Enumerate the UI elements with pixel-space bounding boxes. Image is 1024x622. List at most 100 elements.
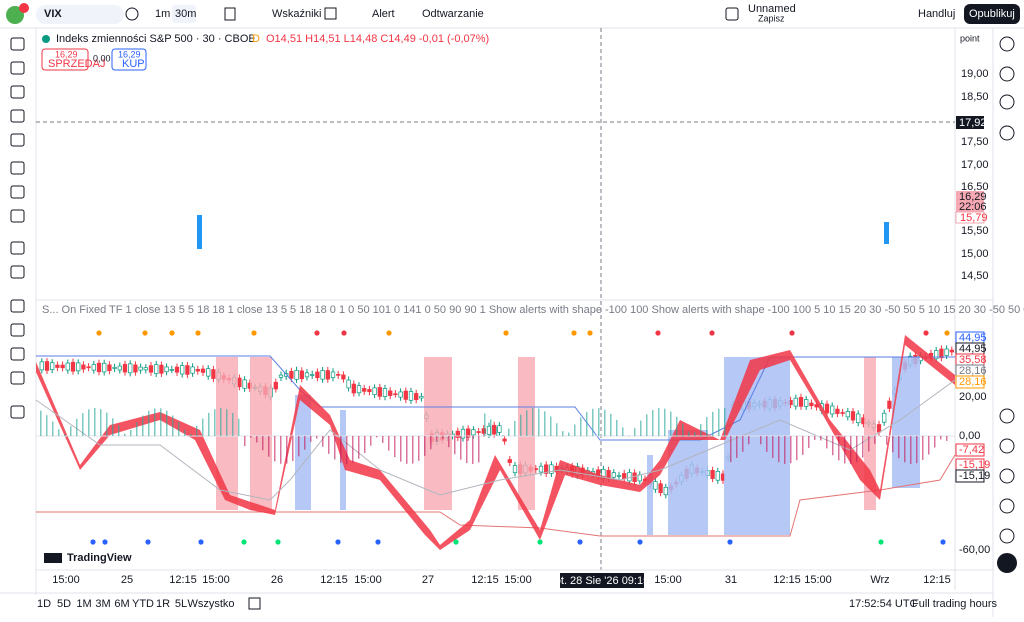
time-label: 12:15: [471, 574, 499, 586]
candle: [934, 350, 938, 358]
histogram-bar: [478, 436, 480, 462]
time-label: 15:00: [354, 574, 382, 586]
price-label: 15,00: [961, 248, 989, 260]
candle: [654, 482, 658, 490]
candle: [508, 460, 512, 463]
histogram-bar: [82, 413, 84, 436]
indicators-button[interactable]: Wskaźniki: [272, 8, 322, 20]
range-button[interactable]: Wszystko: [187, 598, 234, 610]
candle: [539, 466, 543, 472]
histogram-bar: [904, 436, 906, 462]
interval[interactable]: 30m: [175, 8, 196, 20]
time-label: 27: [422, 574, 434, 586]
histogram-bar: [622, 427, 624, 436]
histogram-bar: [670, 412, 672, 436]
histogram-bar: [850, 436, 852, 464]
range-button[interactable]: 3M: [95, 598, 110, 610]
histogram-bar: [496, 427, 498, 436]
candle: [633, 473, 637, 482]
status-dot: [42, 35, 50, 43]
candle: [165, 367, 169, 372]
histogram-bar: [934, 436, 936, 448]
histogram-bar: [322, 436, 324, 447]
histogram-bar: [166, 411, 168, 436]
histogram-bar: [688, 432, 690, 436]
histogram-bar: [448, 436, 450, 447]
histogram-bar: [838, 436, 840, 460]
histogram-bar: [568, 432, 570, 436]
histogram-bar: [298, 436, 300, 456]
candle: [102, 363, 106, 372]
histogram-bar: [598, 408, 600, 436]
signal-dot: [940, 539, 945, 544]
candle: [201, 369, 205, 372]
candle: [503, 439, 507, 441]
range-button[interactable]: 6M: [114, 598, 129, 610]
histogram-bar: [814, 436, 816, 440]
histogram-bar: [694, 432, 696, 436]
histogram-bar: [232, 413, 234, 436]
histogram-bar: [826, 436, 828, 448]
histogram-bar: [100, 409, 102, 436]
histogram-bar: [868, 436, 870, 451]
candle: [711, 470, 715, 478]
candle: [186, 366, 190, 375]
candle: [357, 386, 361, 393]
histogram-bar: [712, 412, 714, 436]
histogram-bar: [940, 436, 942, 439]
symbol[interactable]: VIX: [44, 8, 62, 20]
signal-dot: [537, 539, 542, 544]
candle: [612, 473, 616, 478]
replay-button[interactable]: Odtwarzanie: [422, 8, 484, 20]
range-button[interactable]: 5L: [175, 598, 187, 610]
histogram-bar: [406, 436, 408, 464]
range-button[interactable]: 1R: [156, 598, 170, 610]
histogram-bar: [742, 436, 744, 452]
candle: [856, 414, 860, 423]
signal-dot: [145, 539, 150, 544]
signal-dot: [727, 539, 732, 544]
histogram-bar: [346, 436, 348, 464]
candle: [66, 363, 70, 370]
candle: [825, 404, 829, 413]
candle: [82, 365, 86, 369]
candle: [197, 215, 202, 249]
histogram-bar: [640, 421, 642, 436]
range-button[interactable]: YTD: [132, 598, 154, 610]
crosshair-time: pt. 28 Sie '26 09:15: [555, 575, 649, 587]
candle: [175, 367, 179, 372]
histogram-bar: [190, 434, 192, 436]
indicator-axis-label: -60,00: [959, 544, 990, 556]
histogram-bar: [664, 409, 666, 436]
candle: [383, 388, 387, 396]
candle: [810, 403, 814, 406]
range-button[interactable]: 1M: [76, 598, 91, 610]
session[interactable]: Full trading hours: [912, 598, 997, 610]
candle: [472, 430, 476, 435]
trade-button[interactable]: Handluj: [918, 8, 955, 20]
alert-button[interactable]: Alert: [372, 8, 395, 20]
candle: [87, 367, 91, 368]
price-label: 17,00: [961, 159, 989, 171]
time-label: 31: [725, 574, 737, 586]
range-button[interactable]: 5D: [57, 598, 71, 610]
histogram-bar: [244, 436, 246, 446]
histogram-bar: [724, 408, 726, 436]
range-button[interactable]: 1D: [37, 598, 51, 610]
histogram-bar: [130, 430, 132, 436]
marker-price: 15,79: [960, 212, 988, 224]
histogram-bar: [574, 424, 576, 436]
publish-button-label[interactable]: Opublikuj: [969, 8, 1015, 20]
histogram-bar: [802, 436, 804, 455]
signal-dot: [198, 539, 203, 544]
histogram-bar: [886, 436, 888, 445]
candle: [154, 365, 158, 374]
interval[interactable]: 1m: [155, 8, 170, 20]
signal-dot: [335, 539, 340, 544]
apps-button[interactable]: [997, 553, 1017, 573]
candle: [118, 366, 122, 370]
candle: [274, 382, 278, 389]
save-label[interactable]: Zapisz: [758, 13, 785, 23]
candle: [659, 484, 663, 493]
histogram-bar: [268, 436, 270, 457]
